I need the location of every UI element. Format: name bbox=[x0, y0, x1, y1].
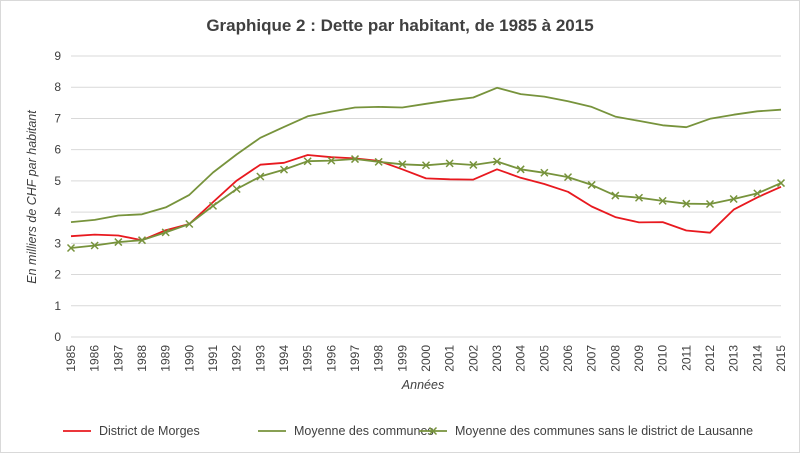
y-tick-label: 7 bbox=[54, 111, 61, 125]
y-tick-label: 8 bbox=[54, 80, 61, 94]
x-tick-label: 1993 bbox=[253, 345, 267, 372]
x-tick-label: 1988 bbox=[135, 345, 149, 372]
data-point-marker bbox=[445, 159, 454, 168]
data-point-marker bbox=[256, 172, 265, 181]
legend-label: Moyenne des communes bbox=[294, 424, 434, 438]
data-point-marker bbox=[658, 196, 667, 205]
series-line bbox=[70, 86, 782, 223]
x-tick-label: 1998 bbox=[372, 345, 386, 372]
x-tick-label: 1996 bbox=[324, 345, 338, 372]
x-tick-label: 2010 bbox=[656, 345, 670, 372]
data-point-marker bbox=[705, 199, 715, 209]
data-point-marker bbox=[729, 194, 738, 204]
x-tick-label: 2014 bbox=[750, 345, 764, 372]
legend: District de Morges Moyenne des communes Mo… bbox=[63, 424, 753, 438]
x-tick-label: 2006 bbox=[561, 345, 575, 372]
x-tick-label: 2004 bbox=[514, 345, 528, 372]
x-tick-label: 2001 bbox=[443, 345, 457, 372]
x-axis-ticks: 1985 1986 1987 1988 1989 1990 1991 1992 1993 1994… bbox=[64, 345, 788, 372]
data-point-marker bbox=[185, 219, 194, 229]
data-point-marker bbox=[374, 157, 383, 166]
y-axis-title: En milliers de CHF par habitant bbox=[25, 110, 39, 284]
x-tick-label: 2015 bbox=[774, 345, 788, 372]
series-3 bbox=[66, 155, 786, 253]
y-tick-label: 3 bbox=[54, 236, 61, 250]
data-point-marker bbox=[540, 168, 549, 177]
x-tick-label: 1990 bbox=[182, 345, 196, 372]
data-point-marker bbox=[587, 180, 596, 189]
x-tick-label: 2011 bbox=[679, 345, 693, 371]
data-point-marker bbox=[753, 189, 762, 198]
data-point-marker bbox=[682, 199, 691, 208]
x-tick-label: 2000 bbox=[419, 345, 433, 372]
legend-item: Moyenne des communes bbox=[258, 424, 434, 438]
legend-item: Moyenne des communes sans le district de… bbox=[419, 424, 753, 438]
x-tick-label: 1995 bbox=[301, 345, 315, 372]
data-point-marker bbox=[563, 173, 573, 182]
x-tick-label: 2008 bbox=[608, 345, 622, 372]
y-tick-label: 5 bbox=[54, 174, 61, 188]
x-axis-title: Années bbox=[401, 378, 444, 392]
y-tick-label: 0 bbox=[54, 330, 61, 344]
data-point-marker bbox=[634, 193, 644, 202]
data-point-marker bbox=[516, 165, 525, 174]
x-tick-label: 2009 bbox=[632, 345, 646, 372]
data-point-marker bbox=[776, 179, 786, 188]
x-tick-label: 2012 bbox=[703, 345, 717, 372]
data-point-marker bbox=[492, 157, 502, 166]
data-point-marker bbox=[350, 155, 360, 164]
x-tick-label: 2003 bbox=[490, 345, 504, 372]
x-tick-label: 1985 bbox=[64, 345, 78, 372]
data-point-marker bbox=[66, 243, 76, 253]
data-point-marker bbox=[611, 191, 620, 200]
x-tick-label: 1992 bbox=[230, 345, 244, 372]
legend-label: District de Morges bbox=[99, 424, 200, 438]
x-tick-label: 1999 bbox=[395, 345, 409, 372]
legend-label: Moyenne des communes sans le district de… bbox=[455, 424, 753, 438]
series-2 bbox=[70, 86, 782, 223]
y-tick-label: 1 bbox=[54, 299, 61, 313]
x-tick-label: 1997 bbox=[348, 345, 362, 372]
x-tick-label: 1987 bbox=[111, 345, 125, 372]
gridlines bbox=[71, 55, 781, 338]
legend-item: District de Morges bbox=[63, 424, 200, 438]
data-point-marker bbox=[398, 160, 407, 169]
y-tick-label: 2 bbox=[54, 268, 61, 282]
x-tick-label: 1994 bbox=[277, 345, 291, 372]
data-point-marker bbox=[469, 160, 478, 169]
data-point-marker bbox=[137, 236, 147, 245]
series-lines bbox=[66, 86, 786, 253]
data-point-marker bbox=[114, 238, 123, 247]
y-tick-label: 4 bbox=[54, 205, 61, 219]
data-point-marker bbox=[327, 156, 336, 165]
x-tick-label: 2013 bbox=[727, 345, 741, 372]
data-point-marker bbox=[421, 161, 431, 170]
y-tick-label: 6 bbox=[54, 143, 61, 157]
data-point-marker bbox=[232, 184, 241, 194]
data-point-marker bbox=[161, 228, 170, 237]
y-axis-ticks: 0 1 2 3 4 5 6 7 8 9 bbox=[54, 49, 61, 344]
data-point-marker bbox=[90, 241, 99, 250]
data-point-marker bbox=[303, 157, 312, 166]
x-tick-label: 1991 bbox=[206, 345, 220, 372]
data-point-marker bbox=[208, 201, 218, 210]
x-tick-label: 2002 bbox=[466, 345, 480, 372]
series-line bbox=[70, 158, 782, 249]
x-tick-label: 1986 bbox=[88, 345, 102, 372]
y-tick-label: 9 bbox=[54, 49, 61, 63]
data-point-marker bbox=[279, 165, 289, 174]
chart-title: Graphique 2 : Dette par habitant, de 198… bbox=[206, 16, 593, 35]
x-tick-label: 1989 bbox=[159, 345, 173, 372]
x-tick-label: 2007 bbox=[585, 345, 599, 372]
x-tick-label: 2005 bbox=[537, 345, 551, 372]
